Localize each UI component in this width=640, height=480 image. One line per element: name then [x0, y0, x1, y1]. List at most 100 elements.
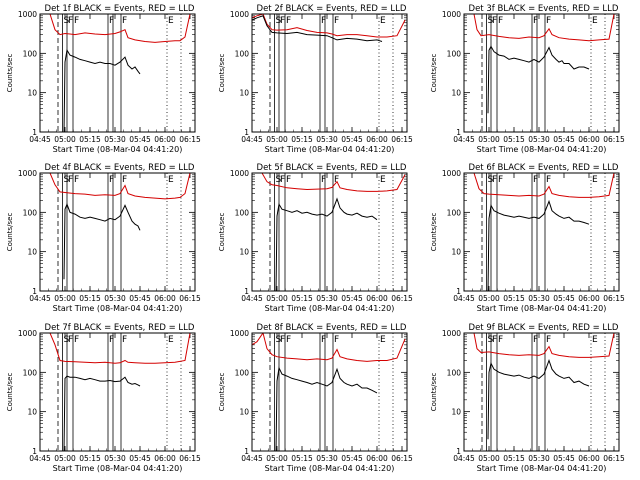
marker-letter: F	[280, 175, 285, 185]
marker-letter: F	[122, 175, 127, 185]
marker-letter: F	[533, 335, 538, 345]
y-tick-label: 1000	[18, 329, 37, 338]
plot-frame	[463, 332, 620, 452]
x-tick-label: 05:45	[129, 294, 151, 303]
y-tick-label: 1	[32, 128, 37, 137]
x-axis-ticks: 04:45 05:00 05:15 05:30 05:45 06:00 06:15	[453, 333, 625, 463]
plot-frame	[463, 172, 620, 292]
series-line-events	[275, 366, 378, 451]
marker-letter: S	[276, 16, 282, 26]
plot-area: SF F F F E	[252, 333, 406, 451]
y-tick-label: 1	[244, 287, 249, 296]
x-axis-ticks: 04:45 05:00 05:15 05:30 05:45 06:00 06:15	[241, 333, 413, 463]
detector-panel-1: Det 1f BLACK = Events, RED = LLD Counts/s…	[6, 4, 201, 154]
marker-letter: F	[533, 16, 538, 26]
x-tick-label: 05:30	[104, 454, 126, 463]
plot-area: SF F F F E	[464, 333, 615, 451]
y-axis-label: Counts/sec	[430, 213, 438, 252]
y-axis-label: Counts/sec	[218, 54, 226, 93]
x-axis-ticks: 04:45 05:00 05:15 05:30 05:45 06:00 06:15	[29, 14, 201, 144]
x-tick-label: 05:15	[503, 294, 525, 303]
y-tick-label: 1000	[442, 10, 461, 19]
x-tick-label: 05:00	[266, 135, 288, 144]
detector-panel-3: Det 3f BLACK = Events, RED = LLD Counts/s…	[430, 4, 625, 154]
marker-letter: F	[492, 16, 497, 26]
x-tick-label: 06:00	[154, 294, 176, 303]
marker-letter: S	[64, 335, 70, 345]
y-axis-label: Counts/sec	[218, 373, 226, 412]
marker-letter: S	[488, 175, 494, 185]
x-tick-label: 05:15	[291, 294, 313, 303]
marker-letter: F	[533, 175, 538, 185]
y-tick-label: 100	[235, 208, 250, 217]
x-tick-label: 06:00	[154, 135, 176, 144]
marker-letter: S	[276, 335, 282, 345]
y-tick-label: 10	[239, 408, 249, 417]
x-tick-label: 06:15	[603, 294, 625, 303]
y-axis-ticks: 1 10 100 1000	[442, 10, 619, 137]
marker-letter: F	[280, 16, 285, 26]
x-axis-label: Start Time (08-Mar-04 04:41:20)	[265, 145, 395, 154]
marker-letter: F	[498, 175, 503, 185]
marker-letter: F	[546, 335, 551, 345]
marker-letter: F	[492, 175, 497, 185]
x-tick-label: 04:45	[241, 454, 263, 463]
x-tick-label: 06:15	[179, 294, 201, 303]
y-tick-label: 100	[23, 368, 38, 377]
y-axis-label: Counts/sec	[430, 54, 438, 93]
x-tick-label: 06:15	[179, 454, 201, 463]
panel-title: Det 9f BLACK = Events, RED = LLD	[469, 323, 619, 333]
marker-letter: F	[498, 335, 503, 345]
y-tick-label: 100	[235, 49, 250, 58]
series-line-lld	[464, 14, 615, 42]
detector-panel-4: Det 4f BLACK = Events, RED = LLD Counts/s…	[6, 163, 201, 313]
marker-letter: F	[68, 16, 73, 26]
x-tick-label: 05:15	[503, 135, 525, 144]
x-axis-label: Start Time (08-Mar-04 04:41:20)	[265, 464, 395, 473]
marker-letter: E	[380, 175, 386, 185]
x-tick-label: 06:15	[603, 135, 625, 144]
plot-frame	[251, 13, 408, 133]
x-axis-label: Start Time (08-Mar-04 04:41:20)	[477, 464, 607, 473]
x-tick-label: 05:30	[316, 294, 338, 303]
x-tick-label: 05:45	[341, 454, 363, 463]
marker-letter: F	[321, 335, 326, 345]
x-tick-label: 05:30	[528, 294, 550, 303]
x-tick-label: 05:15	[79, 294, 101, 303]
x-axis-ticks: 04:45 05:00 05:15 05:30 05:45 06:00 06:15	[241, 14, 413, 144]
y-tick-label: 1000	[442, 169, 461, 178]
series-line-events	[63, 202, 141, 280]
x-axis-label: Start Time (08-Mar-04 04:41:20)	[265, 304, 395, 313]
plot-area: SF F F F E	[40, 14, 191, 132]
x-tick-label: 04:45	[453, 454, 475, 463]
marker-letter: S	[276, 175, 282, 185]
marker-letter: F	[68, 335, 73, 345]
x-tick-label: 04:45	[241, 135, 263, 144]
marker-letter: F	[492, 335, 497, 345]
y-axis-ticks: 1 10 100 1000	[230, 169, 407, 296]
y-tick-label: 1	[32, 287, 37, 296]
plot-area: SF F F F E	[252, 173, 406, 291]
y-axis-ticks: 1 10 100 1000	[18, 10, 195, 137]
x-tick-label: 06:00	[366, 294, 388, 303]
marker-letter: F	[122, 335, 127, 345]
plot-area: SF F F F E	[464, 173, 615, 291]
marker-letter: E	[168, 16, 174, 26]
series-line-events	[487, 359, 590, 440]
marker-letter: F	[546, 175, 551, 185]
plot-frame	[251, 332, 408, 452]
marker-letter: E	[592, 175, 598, 185]
detector-panel-5: Det 5f BLACK = Events, RED = LLD Counts/s…	[218, 163, 413, 313]
panel-title: Det 1f BLACK = Events, RED = LLD	[45, 4, 195, 14]
series-line-lld	[464, 173, 615, 198]
x-tick-label: 06:15	[391, 454, 413, 463]
detector-panel-2: Det 2f BLACK = Events, RED = LLD Counts/s…	[218, 4, 413, 154]
x-tick-label: 05:30	[316, 454, 338, 463]
panel-title: Det 3f BLACK = Events, RED = LLD	[469, 4, 619, 14]
x-tick-label: 05:45	[553, 454, 575, 463]
x-tick-label: 06:00	[578, 135, 600, 144]
y-tick-label: 10	[239, 248, 249, 257]
marker-letter: S	[64, 16, 70, 26]
series-line-events	[63, 375, 141, 451]
